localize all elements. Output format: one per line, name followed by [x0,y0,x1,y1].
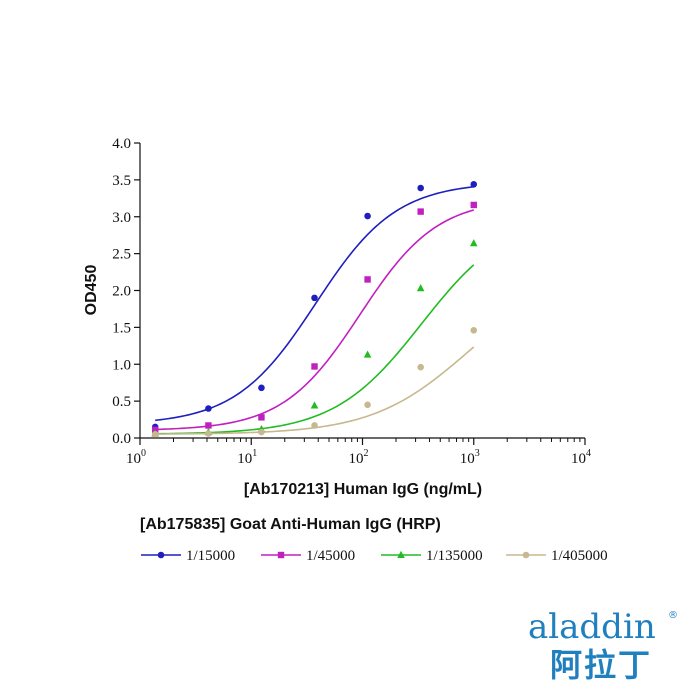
data-point [364,212,371,220]
data-point [310,401,319,409]
data-point [469,239,478,247]
legend-label: 1/135000 [426,548,483,564]
legend-marker [277,551,285,559]
x-tick-label: 100 [126,448,146,467]
y-tick-label: 3.0 [112,210,131,226]
y-tick-label: 0.0 [112,431,131,447]
x-axis-title: [Ab170213] Human IgG (ng/mL) [244,481,482,498]
fit-curves-layer [155,185,475,435]
data-point [417,184,424,192]
x-tick-label: 104 [571,448,591,467]
aladdin-logo: aladdin ® 阿拉丁 [528,607,678,684]
legend-label: 1/15000 [186,548,235,564]
data-point [470,201,477,209]
legend-label: 1/405000 [551,548,608,564]
axes-layer: 0.0 0.5 1.0 1.5 2.0 2.5 3.0 3.5 4.0 100 101 102 103 1… [112,136,591,467]
y-tick-label: 1.0 [112,357,131,373]
x-tick-label: 101 [237,448,257,467]
data-point [470,327,478,334]
legend: 1/15000 1/45000 1/135000 1/405000 [141,548,608,564]
data-point [258,428,265,436]
y-tick-label: 0.5 [112,394,131,410]
data-point [363,350,372,358]
data-point [205,430,212,437]
y-tick-label: 3.5 [112,173,131,189]
y-tick-label: 1.5 [112,320,131,336]
series-line-1-405000 [155,346,475,435]
logo-brand-zh: 阿拉丁 [550,646,652,684]
legend-marker [522,551,530,559]
data-point [205,405,212,412]
data-point [151,431,159,438]
data-point [311,363,318,370]
legend-label: 1/45000 [306,548,355,564]
y-tick-label: 4.0 [112,136,131,152]
x-tick-label: 103 [460,448,480,467]
data-point [417,208,424,215]
logo-registered-mark: ® [668,610,678,621]
x-tick-label: 102 [349,448,369,467]
y-tick-label: 2.5 [112,247,131,263]
data-points-layer [151,181,478,438]
y-axis-title: OD450 [83,265,100,316]
y-tick-label: 2.0 [112,284,131,300]
data-point [205,422,212,429]
data-point [364,401,371,409]
data-point [258,384,265,392]
data-point [311,422,318,429]
data-point [470,181,478,188]
data-point [416,284,425,292]
series-line-1-45000 [155,209,474,431]
chart-subtitle: [Ab175835] Goat Anti-Human IgG (HRP) [140,516,441,533]
data-point [311,294,318,302]
legend-marker [157,551,165,559]
logo-brand-en: aladdin [528,607,656,647]
legend-marker [397,550,405,558]
data-point [364,276,371,283]
data-point [417,363,424,371]
data-point [258,414,265,421]
